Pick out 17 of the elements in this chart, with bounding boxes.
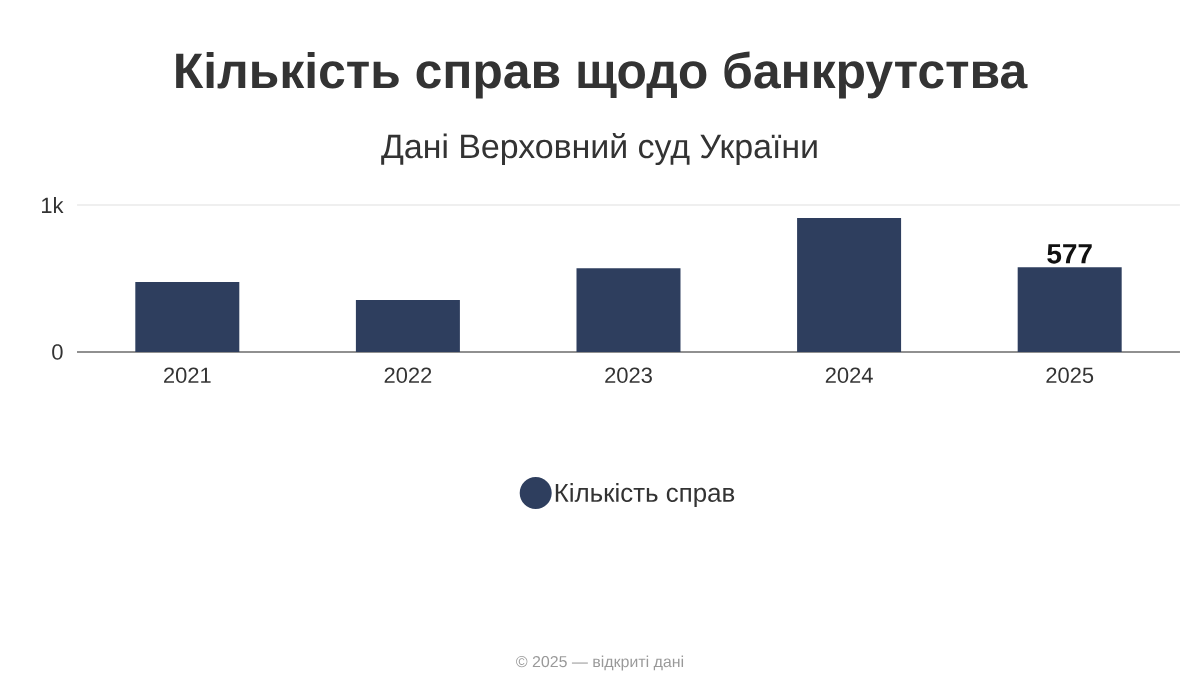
text: © 2025 — відкриті дані bbox=[516, 655, 684, 671]
chart-title: Кількість справ щодо банкрутства bbox=[176, 51, 1028, 99]
bar bbox=[797, 217, 902, 352]
bar bbox=[135, 282, 240, 352]
legend-label: Кількість справ bbox=[555, 482, 735, 508]
x-tick-label: 2022 bbox=[384, 367, 432, 384]
x-tick-label: 2025 bbox=[1046, 367, 1094, 384]
bar bbox=[576, 268, 681, 352]
chart-subtitle: Дані Верховний суд України bbox=[381, 132, 817, 166]
bar bbox=[1017, 267, 1122, 352]
data-label: 577 bbox=[1047, 244, 1092, 264]
y-tick-label: 1k bbox=[42, 197, 64, 213]
x-tick-label: 2023 bbox=[605, 367, 652, 384]
x-tick-label: 2021 bbox=[164, 367, 211, 384]
bar bbox=[355, 299, 460, 352]
y-tick-label: 0 bbox=[52, 344, 63, 360]
x-tick-label: 2024 bbox=[825, 367, 873, 384]
